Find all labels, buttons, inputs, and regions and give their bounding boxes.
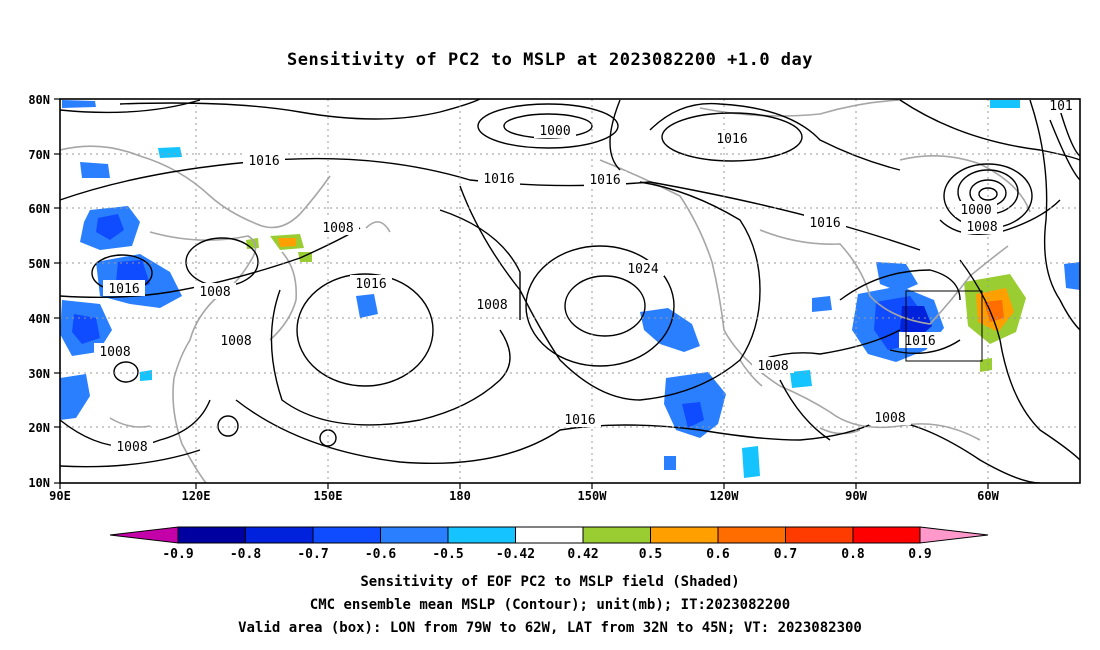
- colorbar-cell: [852, 526, 921, 544]
- shade-blob: [278, 238, 296, 247]
- colorbar-tick-label: -0.6: [365, 547, 396, 562]
- shade-blob: [96, 214, 124, 240]
- colorbar-tick-label: 0.6: [706, 547, 730, 562]
- colorbar-tick-label: 0.7: [774, 547, 797, 562]
- valid-area-box: [905, 290, 983, 362]
- shade-blob: [980, 358, 992, 372]
- contour-label: 1008: [322, 221, 353, 236]
- colorbar-cell: [515, 526, 584, 544]
- shade-blob: [812, 296, 832, 312]
- colorbar-cell: [447, 526, 516, 544]
- contour-labels: 1000 1016 1016 1016 1016 1008 1000 1008 …: [94, 97, 1079, 455]
- shade-blob: [1064, 262, 1080, 290]
- contour-label: 1008: [476, 298, 507, 313]
- lat-label: 50N: [28, 257, 50, 271]
- contour-label: 1016: [483, 172, 514, 187]
- caption-shading: Sensitivity of EOF PC2 to MSLP field (Sh…: [360, 574, 740, 590]
- contour-label: 1008: [966, 220, 997, 235]
- contour-label: 1016: [904, 334, 935, 349]
- shade-blob: [80, 162, 110, 178]
- shade-blob: [742, 446, 760, 478]
- contour-label: 1000: [539, 124, 570, 139]
- contour-label: 1008: [116, 440, 147, 455]
- shade-blob: [60, 374, 90, 420]
- lat-label: 10N: [28, 476, 50, 490]
- colorbar-cell: [245, 526, 314, 544]
- lon-label: 180: [449, 489, 471, 503]
- lat-label: 40N: [28, 312, 50, 326]
- caption-valid-area: Valid area (box): LON from 79W to 62W, L…: [238, 620, 862, 636]
- lat-label: 60N: [28, 202, 50, 216]
- lat-label: 70N: [28, 148, 50, 162]
- colorbar-cell: [380, 526, 449, 544]
- contour-label: 1016: [589, 173, 620, 188]
- contour-label: 1008: [99, 345, 130, 360]
- contour-label: 1008: [874, 411, 905, 426]
- colorbar-tick-label: -0.5: [432, 547, 463, 562]
- shade-blob: [356, 294, 378, 318]
- shade-blob: [876, 262, 918, 292]
- contour-label: 101: [1049, 99, 1072, 114]
- shade-blob: [664, 456, 676, 470]
- colorbar-tick-label: -0.42: [496, 547, 535, 562]
- longitude-labels: 90E 120E 150E 180 150W 120W 90W 60W: [49, 489, 999, 503]
- contour-label: 1000: [960, 203, 991, 218]
- lon-label: 120E: [182, 489, 211, 503]
- colorbar-tick-label: -0.7: [297, 547, 328, 562]
- shade-blob: [990, 100, 1020, 108]
- colorbar-cell: [582, 526, 651, 544]
- lat-label: 20N: [28, 421, 50, 435]
- colorbar-cell: [785, 526, 854, 544]
- contour-label: 1016: [809, 216, 840, 231]
- colorbar-tick-label: -0.8: [230, 547, 261, 562]
- colorbar-cell: [109, 526, 179, 544]
- contour-label: 1016: [564, 413, 595, 428]
- shade-blob: [158, 147, 182, 158]
- lon-label: 120W: [710, 489, 740, 503]
- shade-blob: [640, 308, 700, 352]
- contour-label: 1008: [757, 359, 788, 374]
- contour-label: 1016: [716, 132, 747, 147]
- lat-label: 80N: [28, 93, 50, 107]
- lon-label: 150E: [314, 489, 343, 503]
- contour-label: 1008: [220, 334, 251, 349]
- contour-label: 1016: [108, 282, 139, 297]
- shade-blob: [984, 300, 1004, 322]
- lon-label: 60W: [977, 489, 999, 503]
- colorbar-cell: [312, 526, 381, 544]
- shade-blob: [72, 314, 100, 344]
- lon-label: 90E: [49, 489, 71, 503]
- axis-ticks: [54, 98, 989, 489]
- colorbar-tick-label: -0.9: [162, 547, 193, 562]
- mslp-contours: [60, 99, 1080, 483]
- colorbar-cell: [717, 526, 786, 544]
- shade-blob: [140, 370, 152, 381]
- colorbar-cell: [177, 526, 246, 544]
- colorbar-cell: [650, 526, 719, 544]
- colorbar-tick-label: 0.8: [841, 547, 865, 562]
- caption-contour: CMC ensemble mean MSLP (Contour); unit(m…: [309, 597, 791, 613]
- colorbar-cell: [919, 526, 989, 544]
- shade-blob: [790, 370, 812, 388]
- contour-label: 1024: [627, 262, 658, 277]
- colorbar: -0.9 -0.8 -0.7 -0.6 -0.5 -0.42 0.42 0.5 …: [109, 526, 989, 562]
- colorbar-tick-label: 0.42: [567, 547, 598, 562]
- lon-label: 90W: [845, 489, 867, 503]
- contour-label: 1016: [248, 154, 279, 169]
- contour-label: 1016: [355, 277, 386, 292]
- colorbar-tick-label: 0.9: [908, 547, 931, 562]
- colorbar-tick-label: 0.5: [639, 547, 662, 562]
- map-frame: [59, 98, 1081, 484]
- map-title: Sensitivity of PC2 to MSLP at 2023082200…: [286, 50, 813, 70]
- lon-label: 150W: [578, 489, 608, 503]
- lat-label: 30N: [28, 367, 50, 381]
- shade-blob: [62, 100, 96, 108]
- latitude-labels: 80N 70N 60N 50N 40N 30N 20N 10N: [28, 93, 50, 490]
- contour-label: 1008: [199, 285, 230, 300]
- shade-blob: [900, 306, 932, 340]
- shade-blob: [682, 402, 704, 428]
